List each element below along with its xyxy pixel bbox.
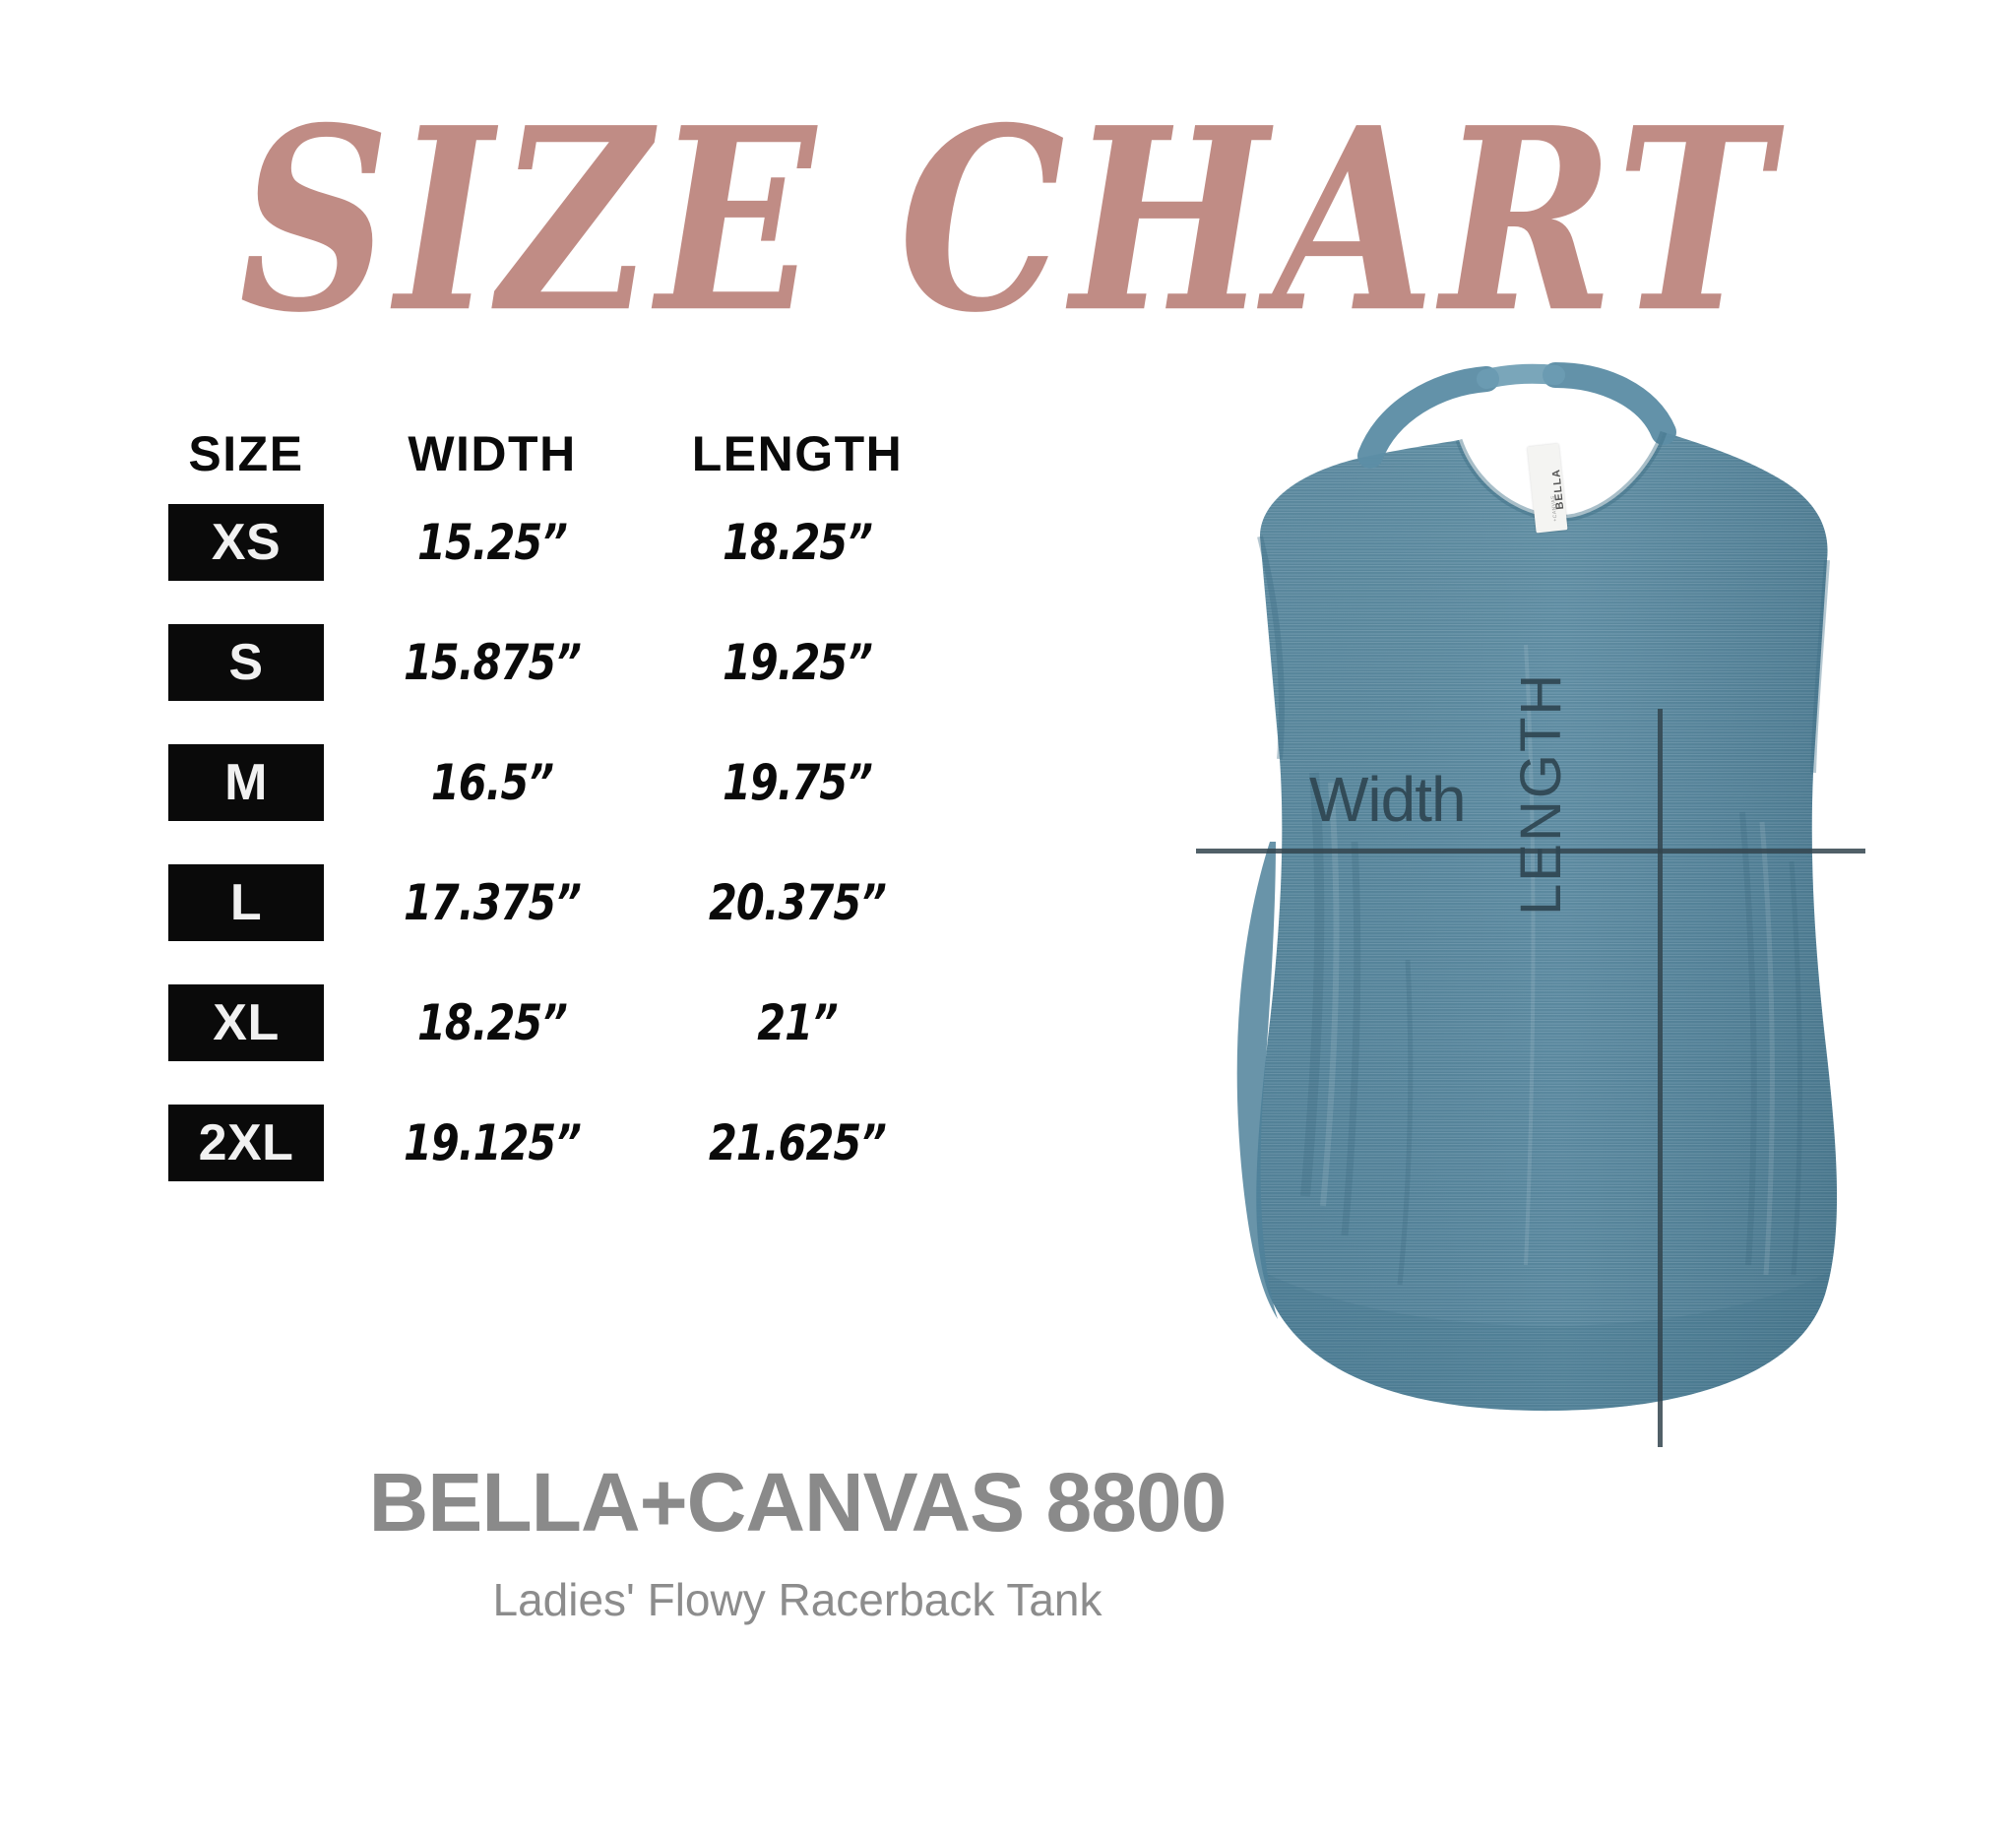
size-badge-m: M [168,744,324,821]
table-row: XL 18.25” 21” [148,963,975,1083]
size-badge-cell: XL [148,984,345,1061]
page-title: SIZE CHART [238,72,1778,368]
length-value-l: 20.375” [709,874,887,931]
size-badge-cell: L [148,864,345,941]
table-row: M 16.5” 19.75” [148,723,975,843]
length-guide-line [1658,709,1663,1447]
width-value-2xl: 19.125” [404,1114,582,1171]
length-value-s: 19.25” [722,634,873,691]
size-badge-s: S [168,624,324,701]
size-table: SIZE WIDTH LENGTH XS 15.25” 18.25” S 15.… [148,413,975,1203]
width-value-l: 17.375” [404,874,582,931]
tank-top-illustration [1112,349,1929,1462]
product-description: Ladies' Flowy Racerback Tank [492,1574,1102,1625]
brand-model-label: BELLA+CANVAS 8800 [368,1456,1228,1549]
width-value-xl: 18.25” [416,994,568,1051]
size-badge-cell: XS [148,504,345,581]
width-value-xs: 15.25” [416,514,568,571]
length-value-xl: 21” [757,994,838,1051]
table-header-row: SIZE WIDTH LENGTH [148,413,975,482]
size-badge-cell: S [148,624,345,701]
column-header-size: SIZE [188,426,304,481]
size-badge-cell: 2XL [148,1105,345,1181]
size-badge-l: L [168,864,324,941]
length-value-2xl: 21.625” [709,1114,887,1171]
length-value-m: 19.75” [722,754,873,811]
column-header-width: WIDTH [408,426,577,481]
size-badge-cell: M [148,744,345,821]
column-header-length: LENGTH [691,426,904,481]
table-row: S 15.875” 19.25” [148,602,975,723]
table-row: 2XL 19.125” 21.625” [148,1083,975,1203]
size-badge-2xl: 2XL [168,1105,324,1181]
size-badge-xs: XS [168,504,324,581]
length-value-xs: 18.25” [722,514,873,571]
table-row: L 17.375” 20.375” [148,843,975,963]
table-row: XS 15.25” 18.25” [148,482,975,602]
width-value-m: 16.5” [430,754,554,811]
size-badge-xl: XL [168,984,324,1061]
width-guide-line [1196,849,1865,853]
width-value-s: 15.875” [404,634,582,691]
